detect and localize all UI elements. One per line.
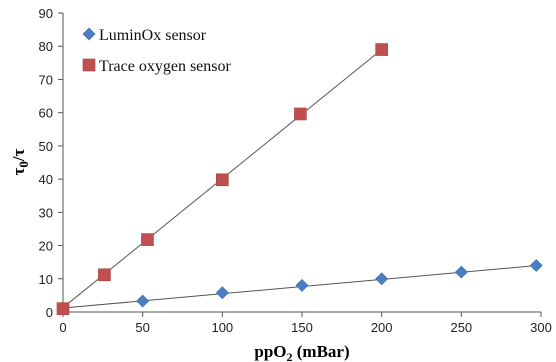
- x-tick-label: 300: [530, 320, 552, 335]
- data-point-series-1: [375, 43, 388, 56]
- y-tick-label: 10: [39, 272, 53, 287]
- data-point-series-0: [375, 272, 389, 286]
- data-point-series-0: [215, 286, 229, 300]
- y-axis-title-sub: 0: [16, 161, 31, 168]
- data-point-series-0: [295, 278, 309, 292]
- y-tick-label: 80: [39, 39, 53, 54]
- x-tick-label: 200: [371, 320, 393, 335]
- legend-label-luminox: LuminOx sensor: [99, 27, 207, 44]
- fit-lines: [62, 49, 542, 309]
- x-tick-label: 0: [59, 320, 66, 335]
- y-tick-label: 30: [39, 205, 53, 220]
- legend-diamond-marker: [82, 27, 96, 41]
- data-points: [56, 43, 543, 316]
- y-tick-label: 40: [39, 172, 53, 187]
- data-point-series-1: [98, 268, 111, 282]
- y-tick-label: 20: [39, 239, 53, 254]
- data-point-series-0: [136, 294, 150, 308]
- y-tick-label: 50: [39, 139, 53, 154]
- y-tick-label: 90: [39, 6, 53, 21]
- x-axis-title-unit: (mBar): [293, 342, 350, 361]
- y-tick-label: 60: [39, 106, 53, 121]
- x-tick-label: 50: [135, 320, 149, 335]
- legend-square-marker: [82, 58, 96, 72]
- legend-item-luminox: LuminOx sensor: [82, 27, 207, 44]
- x-axis-title-sub: 2: [287, 350, 293, 362]
- legend: LuminOx sensor Trace oxygen sensor: [82, 27, 232, 75]
- data-point-series-1: [56, 302, 70, 315]
- x-axis-title: ppO2 (mBar): [254, 342, 349, 362]
- x-ticks: 0 50 100 150 200 250 300: [59, 312, 552, 335]
- y-ticks: 0 10 20 30 40 50 60 70 80 90: [39, 6, 63, 320]
- data-point-series-1: [294, 107, 307, 121]
- data-point-series-1: [141, 233, 154, 246]
- y-axis-title-rest: /τ: [9, 148, 28, 162]
- y-axis-title: τ0/τ: [9, 148, 31, 175]
- y-axis-title-main: τ: [9, 167, 28, 175]
- x-tick-label: 150: [291, 320, 313, 335]
- x-axis-title-main: ppO: [254, 342, 286, 361]
- legend-item-trace: Trace oxygen sensor: [82, 58, 232, 75]
- y-tick-label: 70: [39, 72, 53, 87]
- x-tick-label: 100: [211, 320, 233, 335]
- data-point-series-0: [454, 265, 468, 279]
- x-tick-label: 250: [450, 320, 472, 335]
- data-point-series-0: [529, 259, 543, 272]
- legend-label-trace: Trace oxygen sensor: [99, 58, 232, 75]
- y-tick-label: 0: [46, 305, 53, 320]
- data-point-series-1: [216, 173, 229, 187]
